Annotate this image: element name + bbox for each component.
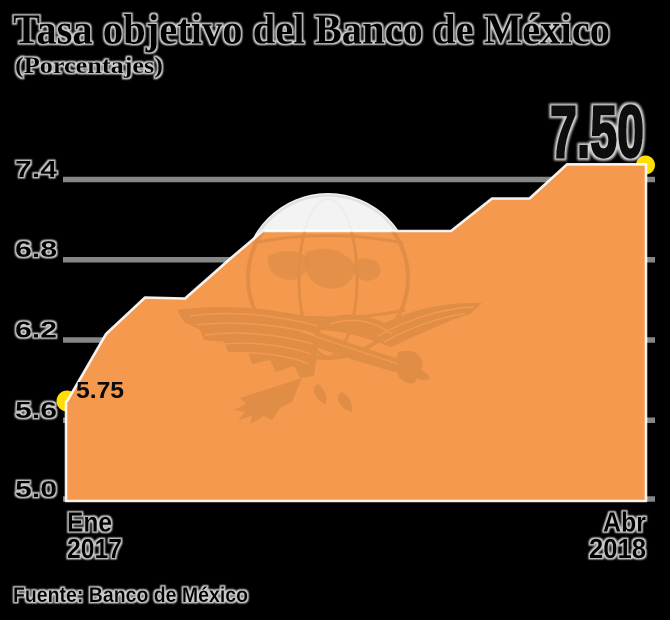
- svg-text:6.8: 6.8: [15, 236, 57, 262]
- svg-text:5.75: 5.75: [76, 377, 124, 403]
- svg-text:Ene: Ene: [67, 507, 112, 538]
- svg-text:7.4: 7.4: [15, 156, 57, 182]
- svg-text:2017: 2017: [67, 533, 122, 564]
- svg-text:5.0: 5.0: [15, 476, 57, 502]
- svg-text:Tasa objetivo del Banco de Méx: Tasa objetivo del Banco de México: [13, 8, 610, 54]
- svg-text:5.6: 5.6: [15, 397, 57, 423]
- svg-text:7.50: 7.50: [550, 92, 644, 173]
- svg-text:(Porcentajes): (Porcentajes): [15, 53, 163, 78]
- svg-text:Abr: Abr: [603, 507, 646, 538]
- svg-text:6.2: 6.2: [15, 317, 57, 343]
- svg-text:2018: 2018: [589, 533, 646, 564]
- svg-text:Fuente: Banco de México: Fuente: Banco de México: [13, 584, 248, 607]
